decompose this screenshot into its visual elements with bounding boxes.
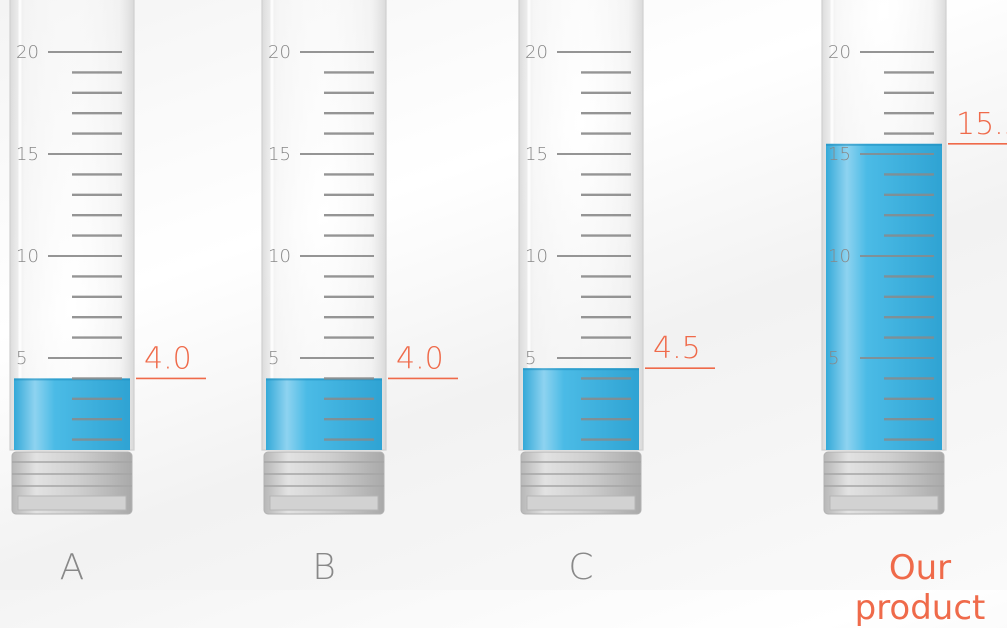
scale-label-10: 10 (268, 246, 291, 267)
volume-reading: 4.5 (653, 331, 701, 366)
volume-reading: 4.0 (144, 341, 192, 376)
scale-label-20: 20 (828, 42, 851, 63)
tube-ours: 5 10 15 20 15.5 (821, 0, 1007, 515)
tube-label-c: C (568, 547, 594, 588)
scale-label-5: 5 (525, 348, 536, 369)
scale-label-10: 10 (828, 246, 851, 267)
scale-label-15: 15 (268, 144, 291, 165)
liquid-fill (266, 378, 382, 450)
scale-label-20: 20 (525, 42, 548, 63)
liquid-fill (14, 378, 130, 450)
scale-label-10: 10 (525, 246, 548, 267)
scale-label-5: 5 (16, 348, 27, 369)
scale-label-20: 20 (16, 42, 39, 63)
tube-label-b: B (312, 547, 336, 588)
tube-label-a: A (59, 547, 85, 588)
tube-body (261, 0, 387, 451)
liquid-fill (523, 368, 639, 450)
volume-reading: 4.0 (396, 341, 444, 376)
tube-b: 5 10 15 20 4.0 (261, 0, 458, 515)
cap-foot (829, 495, 939, 511)
liquid-surface (826, 143, 942, 146)
liquid-surface (523, 368, 639, 371)
scale-label-5: 5 (828, 348, 839, 369)
tube-c: 5 10 15 20 4.5 (518, 0, 715, 515)
scale-label-15: 15 (828, 144, 851, 165)
scale-label-10: 10 (16, 246, 39, 267)
cap-foot (526, 495, 636, 511)
volume-reading: 15.5 (956, 107, 1007, 142)
cap-foot (17, 495, 127, 511)
scale-label-20: 20 (268, 42, 291, 63)
tube-label-ours: Our product (854, 548, 986, 628)
tube-comparison-illustration: 5 10 15 20 4.0 5 10 15 20 4.0 5 10 15 20 4.5 5 10 15 20 15.… (9, 0, 1007, 515)
tube-a: 5 10 15 20 4.0 (9, 0, 206, 515)
cap-foot (269, 495, 379, 511)
tube-body (9, 0, 135, 451)
scale-label-15: 15 (16, 144, 39, 165)
scale-label-15: 15 (525, 144, 548, 165)
scale-label-5: 5 (268, 348, 279, 369)
